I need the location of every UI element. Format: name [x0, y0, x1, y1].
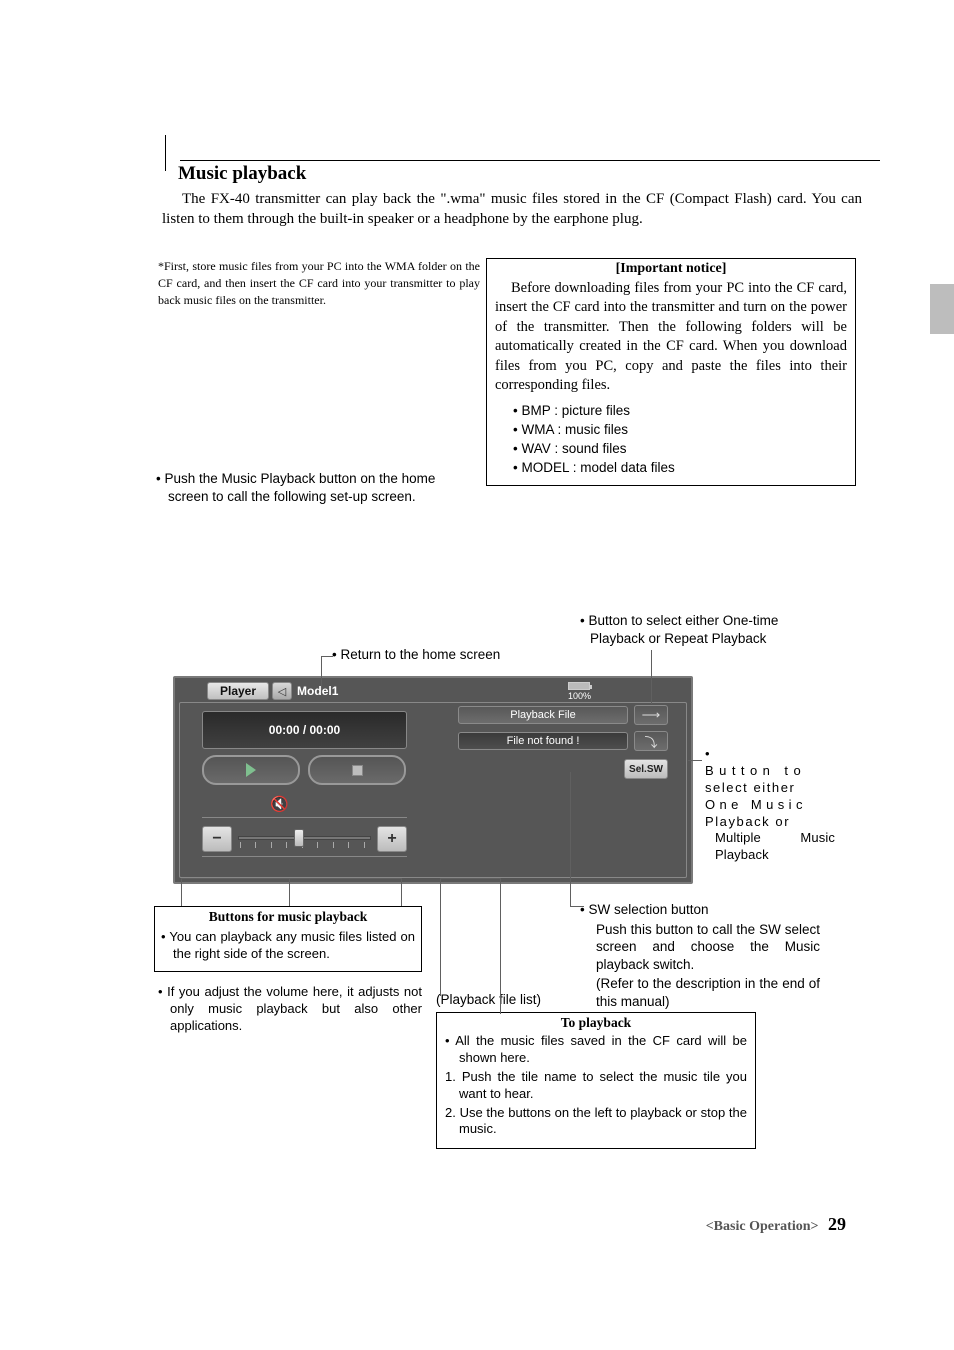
volume-thumb[interactable] [294, 829, 304, 847]
callout-line [651, 650, 652, 704]
notice-item: WAV : sound files [513, 440, 847, 459]
player-screenshot: Player ◁ Model1 100% 00:00 / 00:00 🔇 − + [173, 676, 693, 884]
notice-item: MODEL : model data files [513, 459, 847, 478]
model-name: Model1 [297, 684, 338, 698]
intro-text: The FX-40 transmitter can play back the … [162, 189, 862, 230]
playback-file-label: Playback File [458, 706, 628, 724]
section-title: Music playback [178, 163, 870, 185]
callout-line [289, 878, 290, 906]
file-header-row-2: File not found ! ⤵ [458, 731, 668, 751]
file-header-row-1: Playback File ⟶ [458, 705, 668, 725]
sel-sw-button[interactable]: Sel.SW [624, 759, 668, 779]
volume-slider: − + [202, 817, 407, 857]
play-button[interactable] [202, 755, 300, 785]
playback-box-title: Buttons for music playback [155, 907, 421, 927]
playback-box-line: • If you adjust the volume here, it adju… [158, 984, 422, 1035]
play-icon [246, 763, 256, 777]
notice-body: Before downloading files from your PC in… [487, 279, 855, 402]
important-notice-box: [Important notice] Before downloading fi… [486, 258, 856, 487]
stop-button[interactable] [308, 755, 406, 785]
sw-selection-annotation: • SW selection button Push this button t… [580, 901, 820, 1012]
callout-line [570, 906, 584, 907]
repeat-mode-button[interactable]: ⟶ [634, 705, 668, 725]
page-number: 29 [828, 1214, 846, 1234]
speaker-icon: 🔇 [270, 795, 288, 809]
to-playback-body: • All the music files saved in the CF ca… [437, 1033, 755, 1148]
notice-list: BMP : picture files WMA : music files WA… [487, 402, 855, 486]
time-display: 00:00 / 00:00 [202, 711, 407, 749]
callout-line [440, 878, 441, 996]
file-not-found-label: File not found ! [458, 732, 628, 750]
callout-line [181, 878, 401, 879]
player-header: Player ◁ Model1 [207, 682, 338, 700]
player-title-tab[interactable]: Player [207, 682, 269, 700]
battery-indicator: 100% [568, 682, 591, 701]
push-note: • Push the Music Playback button on the … [156, 470, 466, 506]
multi-mode-button[interactable]: ⤵ [634, 731, 668, 751]
notice-item: BMP : picture files [513, 402, 847, 421]
volume-plus-button[interactable]: + [377, 826, 407, 852]
callout-line [440, 878, 500, 879]
buttons-for-playback-box: Buttons for music playback • You can pla… [154, 906, 422, 972]
callout-line [500, 878, 501, 1014]
repeat-button-annotation-text: • Button to select either One-time Playb… [580, 612, 816, 647]
multi-playback-annotation: • Button toselect eitherOne MusicPlaybac… [705, 746, 835, 864]
side-tab [930, 284, 954, 334]
page-content: Music playback The FX-40 transmitter can… [140, 160, 870, 506]
playback-box-body: • You can playback any music files liste… [155, 927, 421, 971]
playback-file-list-label: (Playback file list) [436, 992, 541, 1007]
stop-icon [352, 765, 363, 776]
repeat-button-annotation: • Button to select either One-time Playb… [580, 612, 816, 647]
player-body: 00:00 / 00:00 🔇 − + Playback File ⟶ File… [179, 702, 687, 878]
callout-line [321, 656, 322, 692]
to-playback-line: 1. Push the tile name to select the musi… [445, 1069, 747, 1103]
sw-annotation-line: (Refer to the description in the end of … [596, 975, 820, 1010]
footer-label: <Basic Operation> [706, 1219, 819, 1234]
battery-percent: 100% [568, 691, 591, 701]
volume-ticks [240, 842, 369, 850]
footnote: *First, store music files from your PC i… [158, 258, 480, 310]
sw-annotation-line: Push this button to call the SW select s… [596, 921, 820, 974]
to-playback-box: To playback • All the music files saved … [436, 1012, 756, 1149]
callout-line [570, 772, 571, 906]
to-playback-line: • All the music files saved in the CF ca… [445, 1033, 747, 1067]
volume-minus-button[interactable]: − [202, 826, 232, 852]
notice-item: WMA : music files [513, 421, 847, 440]
callout-line [401, 878, 402, 906]
title-rule [180, 160, 880, 161]
sw-annotation-title: • SW selection button [580, 901, 820, 919]
battery-icon [568, 682, 590, 690]
playback-notes-outside: • If you adjust the volume here, it adju… [158, 984, 422, 1035]
callout-line [688, 760, 702, 761]
volume-track[interactable] [238, 836, 371, 840]
return-home-annotation: • Return to the home screen [332, 647, 500, 662]
playback-box-line: • You can playback any music files liste… [161, 929, 415, 963]
to-playback-line: 2. Use the buttons on the left to playba… [445, 1105, 747, 1139]
to-playback-title: To playback [437, 1013, 755, 1033]
page-footer: <Basic Operation> 29 [706, 1214, 846, 1235]
notice-title: [Important notice] [487, 259, 855, 279]
callout-line [321, 656, 333, 657]
back-icon[interactable]: ◁ [272, 682, 292, 700]
callout-line [181, 878, 182, 906]
two-column-row: *First, store music files from your PC i… [140, 258, 870, 507]
